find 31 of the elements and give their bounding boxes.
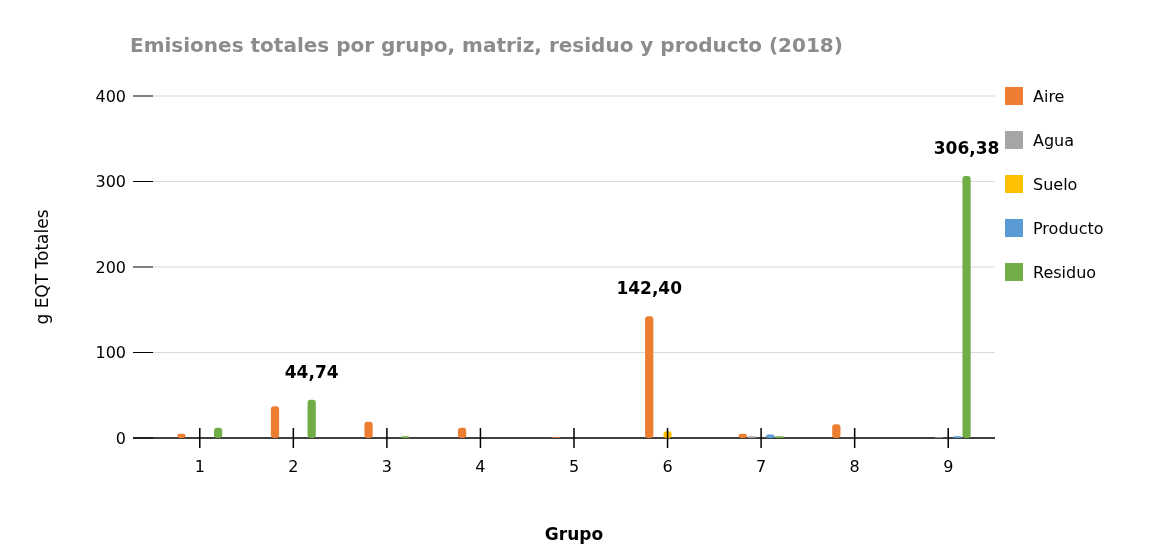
legend-label: Aire xyxy=(1033,86,1065,106)
bar xyxy=(645,316,654,438)
x-tick-label: 7 xyxy=(756,457,767,476)
legend-label: Agua xyxy=(1033,130,1075,150)
y-tick-label: 200 xyxy=(95,257,126,277)
x-tick-label: 1 xyxy=(194,457,205,476)
x-tick-label: 6 xyxy=(662,457,673,476)
x-tick-label: 9 xyxy=(943,457,954,476)
legend-label: Producto xyxy=(1033,218,1104,238)
y-tick-label: 100 xyxy=(95,343,126,363)
y-axis-title: g EQT Totales xyxy=(32,209,52,325)
x-axis-title: Grupo xyxy=(544,524,604,544)
data-label: 306,38 xyxy=(933,138,1000,159)
data-label: 142,40 xyxy=(616,278,683,299)
chart-title: Emisiones totales por grupo, matriz, residuo y producto (2018) xyxy=(130,33,843,57)
bar xyxy=(270,406,280,438)
x-tick-label: 2 xyxy=(288,457,299,476)
x-tick-label: 3 xyxy=(381,457,392,476)
x-tick-label: 4 xyxy=(475,457,486,476)
bar xyxy=(832,424,841,438)
y-tick-label: 300 xyxy=(95,172,126,192)
data-label: 44,74 xyxy=(284,361,339,382)
bar xyxy=(307,399,316,438)
legend-label: Suelo xyxy=(1033,174,1078,194)
y-tick-label: 0 xyxy=(115,428,126,448)
y-tick-label: 400 xyxy=(95,86,126,106)
bar xyxy=(364,421,373,438)
legend-label: Residuo xyxy=(1033,262,1097,282)
x-tick-label: 5 xyxy=(568,457,580,476)
x-tick-label: 8 xyxy=(849,457,860,476)
bar xyxy=(962,176,971,438)
